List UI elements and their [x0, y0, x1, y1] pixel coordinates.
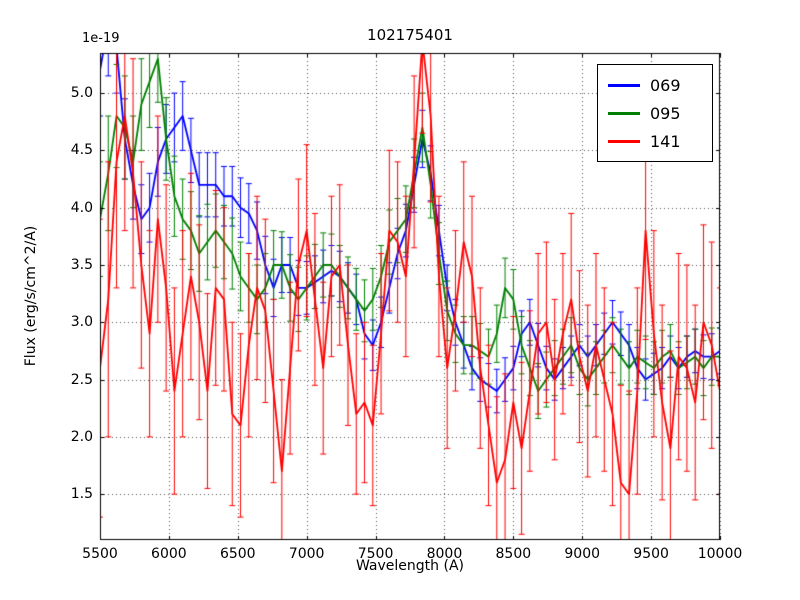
x-tick-label: 7000 — [288, 546, 325, 562]
legend-item-095: 095 — [608, 99, 702, 127]
y-tick-label: 4.0 — [70, 199, 93, 216]
x-tick-label: 8000 — [426, 546, 463, 562]
legend-item-label: 069 — [650, 75, 681, 95]
y-tick-label: 2.0 — [70, 428, 93, 445]
legend-line-sample-141 — [608, 139, 640, 143]
x-tick-label: 6500 — [219, 546, 256, 562]
y-tick-label: 3.5 — [70, 256, 93, 273]
x-tick-label: 9000 — [564, 546, 601, 562]
legend-item-label: 095 — [650, 103, 681, 123]
legend-item-label: 141 — [650, 131, 681, 151]
legend-item-141: 141 — [608, 127, 702, 155]
x-tick-label: 8500 — [495, 546, 532, 562]
y-tick-label: 3.0 — [70, 314, 93, 331]
y-axis-label: Flux (erg/s/cm^2/A) — [23, 225, 39, 367]
legend-item-069: 069 — [608, 71, 702, 99]
x-axis-label: Wavelength (A) — [355, 558, 464, 574]
x-tick-label: 10000 — [697, 546, 743, 562]
legend: 069 095 141 — [597, 64, 713, 162]
x-tick-label: 7500 — [357, 546, 394, 562]
y-tick-label: 1.5 — [70, 486, 93, 503]
y-tick-label: 2.5 — [70, 371, 93, 388]
y-tick-label: 4.5 — [70, 142, 93, 159]
x-tick-label: 5500 — [82, 546, 118, 562]
x-tick-label: 6000 — [151, 546, 187, 562]
chart-title: 102175401 — [367, 26, 453, 44]
legend-line-sample-069 — [608, 83, 640, 87]
y-tick-label: 5.0 — [70, 85, 93, 102]
y-axis-offset-label: 1e-19 — [82, 31, 120, 46]
legend-line-sample-095 — [608, 111, 640, 115]
x-tick-label: 9500 — [633, 546, 669, 562]
